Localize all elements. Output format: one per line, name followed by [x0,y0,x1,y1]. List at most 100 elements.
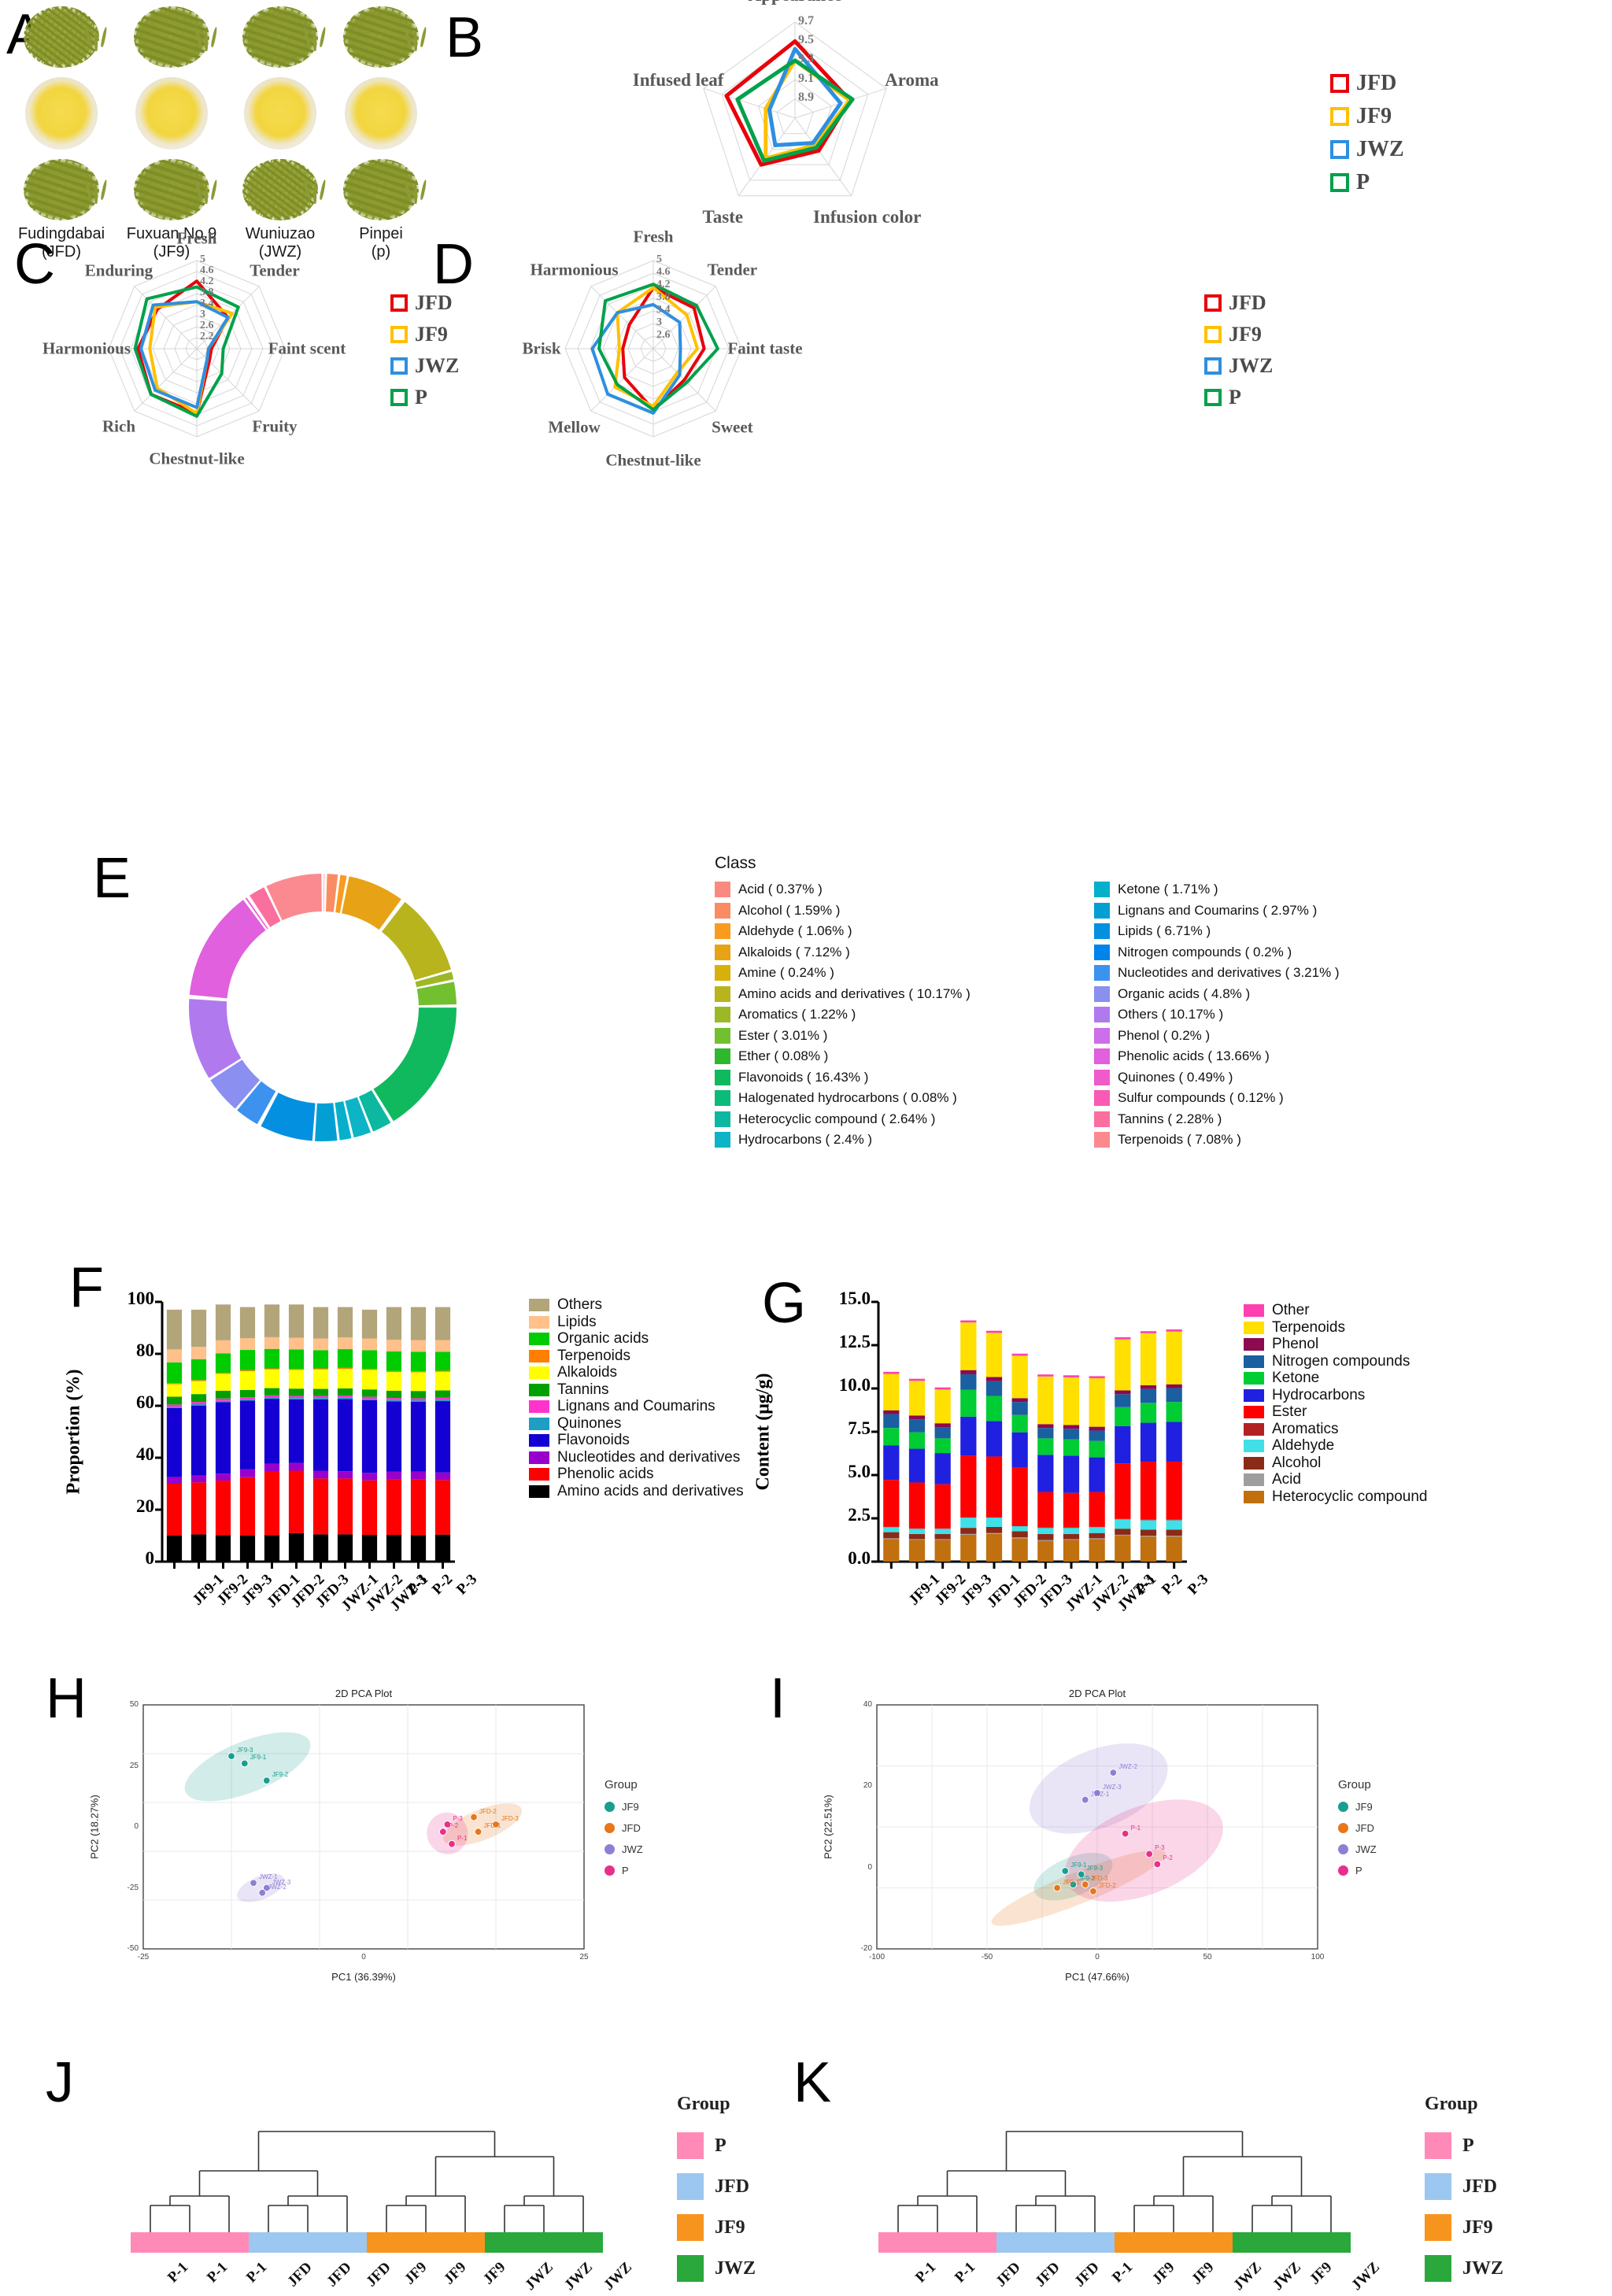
pca-x-axis-label: PC1 (47.66%) [1065,1971,1130,1983]
radar-axis-label: Tender [707,260,758,279]
bar-segment [1089,1378,1105,1427]
bar-segment [934,1533,951,1540]
donut-legend-column-right: Ketone ( 1.71% ) Lignans and Coumarins ( … [1094,882,1340,1153]
dendro-group-band-JWZ [1233,2232,1351,2253]
bar-segment [337,1478,353,1535]
pca-legend-dot [604,1802,615,1812]
dendro-legend-item: JF9 [1425,2214,1503,2241]
bar-legend-item: Ester [1244,1404,1558,1421]
bar-segment [434,1351,451,1371]
pca-legend-item: JFD [604,1822,643,1834]
donut-slice-heterocyclic-compound [358,1090,391,1132]
bar-segment [215,1398,231,1401]
pca-y-tick: 20 [863,1781,872,1791]
bar-segment [1140,1519,1157,1521]
radar-axis-label: Harmonious [530,260,619,279]
bar-segment [1115,1534,1131,1536]
pca-x-tick: 0 [1095,1953,1100,1961]
donut-legend-swatch [1094,882,1110,897]
bar-segment [434,1472,451,1481]
bar-segment [337,1534,353,1562]
bar-segment [960,1534,977,1562]
radar-axis-label: Fresh [176,228,217,248]
bar-segment [312,1338,329,1351]
pca-point-label: JFD-1 [1063,1878,1080,1886]
bar-segment [883,1480,900,1527]
donut-slice-flavonoids [373,1008,457,1122]
legend-color-swatch [1204,294,1222,312]
bar-segment [1011,1538,1028,1562]
infusion-color-cup [25,77,98,150]
legend-color-swatch [1330,173,1349,192]
donut-legend-label: Phenol ( 0.2% ) [1118,1027,1211,1043]
radar-axis-label: Enduring [84,261,153,280]
bar-segment [190,1534,207,1562]
donut-legend-item: Nitrogen compounds ( 0.2% ) [1094,944,1340,960]
panel-label-b: B [446,6,484,69]
bar-segment [434,1401,451,1473]
bar-segment [239,1400,256,1470]
bar-segment [434,1390,451,1398]
radar-tick-label: 3.4 [656,303,671,316]
bar-segment [312,1470,329,1479]
y-axis-tick: 12.5 [838,1332,871,1352]
donut-legend-label: Flavonoids ( 16.43% ) [738,1069,869,1085]
pca-legend-dot [1338,1844,1348,1854]
bar-segment [934,1438,951,1454]
legend-item-JF9: JF9 [1204,323,1273,346]
bar-segment [1140,1529,1157,1536]
pca-point-label: P-1 [457,1834,468,1842]
pca-legend-dot [1338,1865,1348,1876]
bar-segment [985,1396,1003,1422]
bar-segment [215,1340,231,1354]
dendro-group-band-JFD [249,2232,367,2253]
pca-point [262,1884,271,1892]
radar-tick-label: 9.3 [798,52,814,66]
radar-tick-label: 3 [200,308,205,320]
donut-slice-lignans-and-coumarins [315,1103,338,1141]
bar-segment [337,1471,353,1479]
bar-segment [1063,1527,1080,1529]
bar-segment [1166,1529,1182,1536]
bar-segment [985,1330,1003,1333]
bar-segment [264,1399,280,1464]
pca-legend-title: Group [604,1778,638,1791]
dendro-legend-item: JWZ [1425,2255,1503,2282]
bar-segment [264,1369,280,1388]
bar-segment [190,1482,207,1535]
radar-tick-label: 2.2 [200,330,214,342]
pca-x-tick: -100 [868,1953,885,1961]
single-leaf-icon [302,25,329,57]
radar-series-JWZ [767,46,843,148]
bar-segment [166,1384,183,1397]
donut-legend-swatch [1094,1007,1110,1022]
bar-segment [288,1349,305,1370]
bar-segment [908,1540,926,1562]
donut-legend-label: Alcohol ( 1.59% ) [738,902,841,918]
pca-point [227,1752,235,1760]
bar-segment [239,1389,256,1398]
pca-legend-item: JF9 [1338,1801,1377,1813]
bar-segment [934,1484,951,1529]
bar-segment [361,1370,378,1390]
bar-legend-swatch [1244,1490,1264,1503]
dendro-legend-item: JWZ [677,2255,756,2282]
bar-segment [1140,1333,1157,1385]
bar-segment [264,1348,280,1369]
bar-segment [264,1463,280,1472]
donut-legend-title: Class [715,854,756,872]
infusion-color-cup [345,77,417,150]
bar-segment [166,1396,183,1405]
panel-d-radar-taste [441,232,858,460]
bar-segment [166,1349,183,1362]
radar-tick-label: 4.6 [656,265,671,278]
pca-point-label: JF9-2 [272,1771,289,1779]
donut-legend-item: Sulfur compounds ( 0.12% ) [1094,1090,1340,1106]
bar-segment [1037,1492,1054,1528]
pca-y-tick: -20 [860,1944,872,1953]
donut-slice-quinones [245,897,268,930]
dendro-legend-swatch [677,2132,704,2159]
bar-segment [934,1423,951,1428]
donut-legend-label: Ketone ( 1.71% ) [1118,882,1218,897]
bar-legend-label: Aldehyde [1272,1437,1335,1455]
